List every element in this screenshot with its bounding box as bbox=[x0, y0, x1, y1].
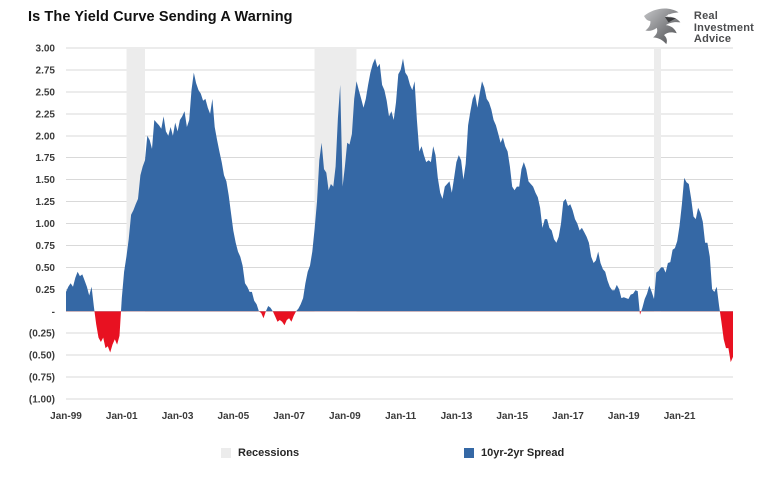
y-tick-label: 0.50 bbox=[36, 263, 56, 274]
x-tick-label: Jan-21 bbox=[664, 411, 696, 422]
x-tick-label: Jan-15 bbox=[496, 411, 528, 422]
legend-item-recessions: Recessions bbox=[221, 447, 299, 459]
x-tick-label: Jan-11 bbox=[385, 411, 417, 422]
y-tick-label: 1.50 bbox=[36, 175, 56, 186]
eagle-icon bbox=[641, 6, 687, 51]
x-tick-label: Jan-03 bbox=[162, 411, 194, 422]
x-tick-label: Jan-13 bbox=[441, 411, 473, 422]
x-tick-label: Jan-19 bbox=[608, 411, 640, 422]
y-tick-label: 1.00 bbox=[36, 219, 56, 230]
y-tick-label: 0.25 bbox=[36, 285, 56, 296]
brand-line-1: Real bbox=[693, 9, 718, 22]
y-tick-label: 2.00 bbox=[36, 131, 56, 142]
y-tick-label: (1.00) bbox=[29, 395, 55, 406]
y-tick-label: 1.75 bbox=[36, 153, 56, 164]
x-tick-label: Jan-07 bbox=[273, 411, 305, 422]
y-tick-label: (0.75) bbox=[29, 373, 55, 384]
x-tick-label: Jan-05 bbox=[217, 411, 249, 422]
x-tick-label: Jan-99 bbox=[50, 411, 82, 422]
legend-item-spread: 10yr-2yr Spread bbox=[464, 447, 564, 459]
spread-label: 10yr-2yr Spread bbox=[481, 447, 565, 459]
brand-logo: Real Investment Advice bbox=[641, 6, 754, 51]
brand-line-3: Advice bbox=[693, 33, 732, 46]
y-tick-label: 3.00 bbox=[36, 44, 56, 55]
x-tick-label: Jan-09 bbox=[329, 411, 361, 422]
y-tick-label: 0.75 bbox=[36, 241, 56, 252]
brand-line-2: Investment bbox=[693, 21, 754, 34]
y-tick-label: 2.25 bbox=[36, 109, 56, 120]
y-tick-label: 1.25 bbox=[36, 197, 56, 208]
recession-band bbox=[653, 48, 661, 312]
y-tick-label: - bbox=[52, 307, 55, 318]
y-tick-label: (0.50) bbox=[29, 351, 55, 362]
recessions-swatch bbox=[221, 448, 231, 458]
y-tick-label: 2.75 bbox=[36, 65, 56, 76]
spread-swatch bbox=[464, 448, 474, 458]
y-tick-label: 2.50 bbox=[36, 87, 56, 98]
x-tick-label: Jan-01 bbox=[106, 411, 138, 422]
chart-title: Is The Yield Curve Sending A Warning bbox=[28, 9, 293, 25]
spread-area-positive bbox=[66, 58, 720, 312]
y-tick-label: (0.25) bbox=[29, 329, 55, 340]
brand-name: Real Investment Advice bbox=[693, 9, 754, 47]
recessions-label: Recessions bbox=[238, 447, 300, 459]
x-tick-label: Jan-17 bbox=[552, 411, 584, 422]
